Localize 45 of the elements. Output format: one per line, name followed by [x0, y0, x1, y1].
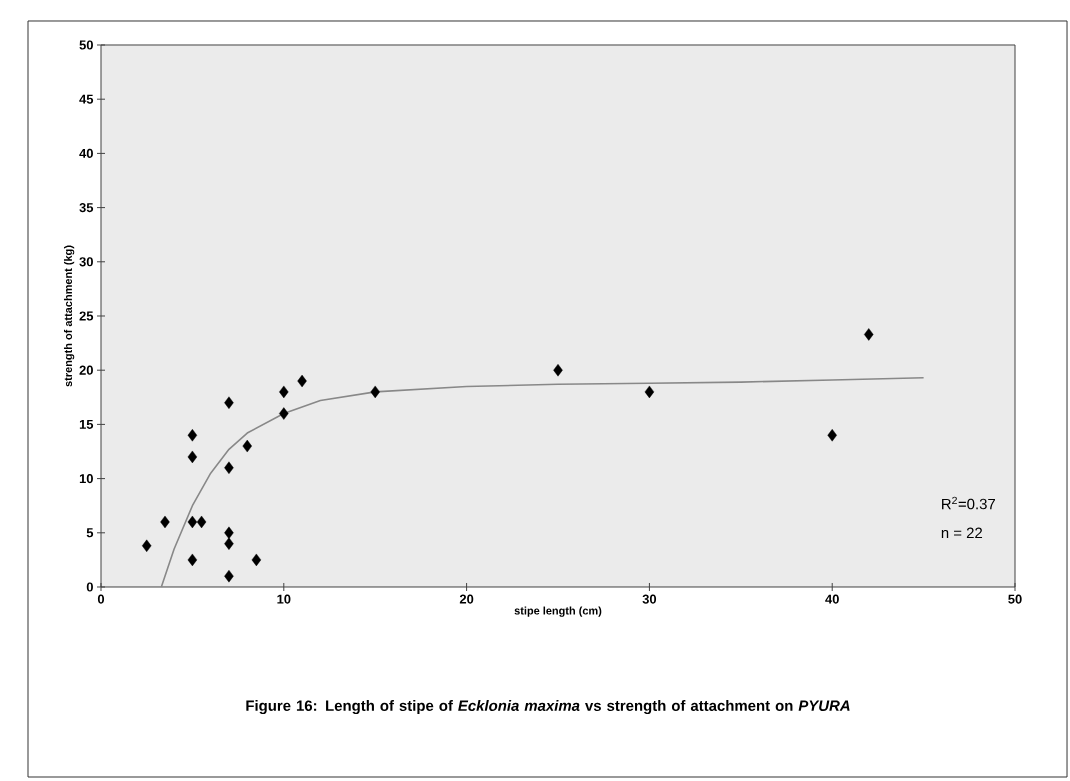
y-tick-label: 50: [79, 40, 93, 50]
point: [187, 429, 198, 442]
y-tick-label: 35: [79, 203, 94, 213]
x-axis-title: stipe length (cm): [514, 606, 602, 617]
y-tick-label: 40: [79, 148, 93, 158]
y-tick-label: 30: [79, 257, 93, 267]
point: [279, 407, 289, 420]
point: [864, 328, 874, 341]
point: [279, 385, 289, 399]
x-tick-label: 20: [459, 594, 474, 604]
point: [142, 539, 152, 552]
point: [224, 569, 234, 583]
y-axis-title: strength of attachment (kg): [63, 245, 75, 387]
line-series: [160, 376, 925, 588]
x-tick-label: 50: [1008, 594, 1022, 604]
y-tick-label: 15: [79, 419, 94, 429]
point: [644, 385, 655, 399]
x-tick-label: 0: [97, 594, 105, 604]
point: [251, 553, 262, 567]
annotation: R$^{2}$=0.37: [942, 496, 995, 510]
y-tick-label: 5: [86, 528, 94, 538]
point: [242, 439, 252, 453]
point: [224, 526, 234, 539]
y-tick-label: 45: [79, 94, 94, 104]
y-tick-label: 25: [79, 311, 94, 321]
point: [160, 515, 170, 529]
point: [196, 515, 207, 529]
point: [224, 396, 234, 409]
y-tick-label: 0: [86, 582, 93, 592]
point: [224, 537, 234, 550]
y-tick-label: 20: [79, 365, 93, 375]
point: [187, 553, 198, 567]
point: [224, 461, 234, 474]
point: [553, 364, 563, 377]
y-tick-label: 10: [79, 474, 93, 484]
point: [370, 385, 380, 399]
point: [297, 374, 307, 388]
annotation: n = 22: [941, 527, 983, 539]
x-tick-label: 10: [277, 594, 291, 604]
point: [827, 429, 837, 442]
point: [187, 515, 198, 529]
x-tick-label: 30: [642, 594, 657, 604]
text: Figure 16: Length of stipe of Ecklonia maxima vs strength of attachment on PYURA: [246, 700, 850, 714]
x-tick-label: 40: [825, 594, 839, 604]
point: [187, 450, 198, 464]
